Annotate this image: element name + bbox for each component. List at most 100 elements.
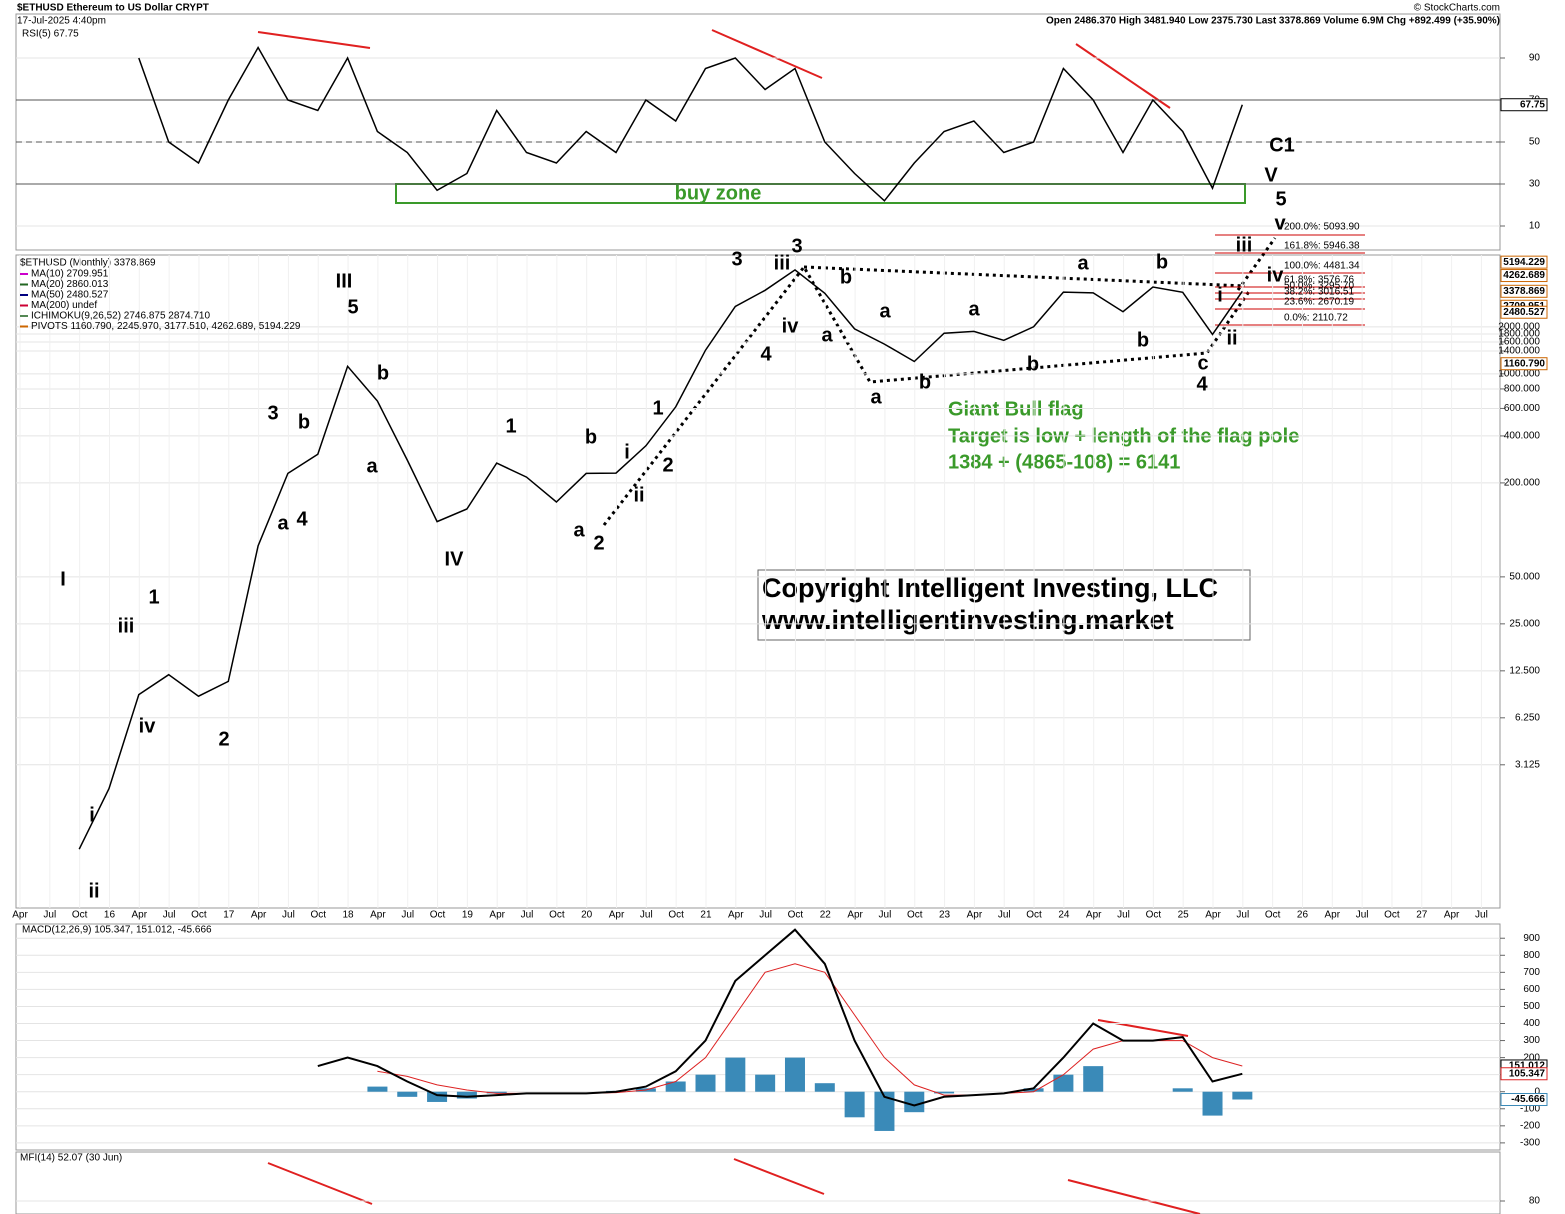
x-tick-label: 26: [1297, 910, 1309, 921]
x-tick-label: Apr: [1205, 910, 1221, 921]
wave-label: b: [1137, 329, 1149, 351]
x-tick-label: 18: [343, 910, 355, 921]
wave-label: iv: [1267, 264, 1285, 286]
wave-label: a: [879, 300, 891, 322]
histogram-bar: [904, 1091, 925, 1113]
y-tick-label: -200: [1520, 1120, 1540, 1131]
x-tick-label: Oct: [310, 910, 326, 921]
price-tag-label: 105.347: [1509, 1068, 1546, 1079]
legend-entry: MA(10) 2709.951: [31, 269, 109, 280]
y-tick-label: 6.250: [1515, 712, 1540, 723]
x-tick-label: Apr: [1325, 910, 1341, 921]
legend-entry: ICHIMOKU(9,26,52) 2746.875 2874.710: [31, 311, 210, 322]
x-tick-label: Oct: [549, 910, 565, 921]
wave-label: a: [366, 455, 378, 477]
y-tick-label: -100: [1520, 1103, 1540, 1114]
wave-label: v: [1274, 212, 1286, 234]
x-tick-label: Jul: [163, 910, 176, 921]
x-tick-label: 22: [820, 910, 832, 921]
x-tick-label: Jul: [1117, 910, 1130, 921]
price-tag-label: 151.012: [1509, 1061, 1546, 1072]
x-tick-label: Jul: [998, 910, 1011, 921]
x-tick-label: 20: [581, 910, 593, 921]
fib-lines: [1215, 234, 1365, 326]
y-tick-label: 800.000: [1504, 384, 1541, 395]
histogram-bar: [1202, 1091, 1223, 1116]
x-tick-label: Jul: [1356, 910, 1369, 921]
wave-label: ii: [633, 484, 644, 506]
wave-label: c: [1197, 352, 1208, 374]
fib-label: 23.6%: 2670.19: [1284, 297, 1354, 308]
x-tick-label: Apr: [1086, 910, 1102, 921]
date: 17-Jul-2025 4:40pm: [17, 16, 106, 27]
wave-label: 5: [347, 296, 358, 318]
legend-entry: MA(50) 2480.527: [31, 290, 109, 301]
y-tick-label: -300: [1520, 1138, 1540, 1149]
histogram-bar: [874, 1091, 895, 1131]
y-tick-label: 0: [1534, 1086, 1540, 1097]
x-tick-label: 23: [939, 910, 951, 921]
wave-label: a: [870, 386, 882, 408]
wave-label: ii: [88, 880, 99, 902]
wave-label: 3: [791, 235, 802, 257]
legend-entry: MA(20) 2860.013: [31, 279, 109, 290]
price-tag-label: 67.75: [1520, 99, 1545, 110]
wave-label: iii: [118, 615, 135, 637]
rsi-title: RSI(5) 67.75: [22, 29, 79, 40]
y-tick-label: 800: [1523, 950, 1540, 961]
wave-label: i: [1217, 284, 1223, 306]
wave-label: a: [968, 298, 980, 320]
histogram-bar: [456, 1091, 477, 1099]
y-tick-label: 600.000: [1504, 403, 1541, 414]
price-tag: [1500, 1067, 1548, 1081]
price-tag-label: 4262.689: [1503, 270, 1545, 281]
price-tag-label: 1160.790: [1504, 358, 1546, 369]
histogram-bar: [367, 1086, 388, 1092]
x-tick-label: 27: [1416, 910, 1428, 921]
histogram-bar: [1172, 1088, 1193, 1092]
price-tag: [1500, 305, 1548, 319]
buy-zone-box: [395, 183, 1246, 204]
wave-label: iv: [782, 315, 800, 337]
x-tick-label: 19: [462, 910, 474, 921]
histogram-bar: [725, 1057, 746, 1092]
y-tick-label: 10: [1529, 221, 1541, 232]
buy-zone-label: buy zone: [675, 182, 762, 204]
y-tick-label: 30: [1529, 179, 1541, 190]
x-tick-label: 16: [104, 910, 116, 921]
y-tick-label: 1800.000: [1498, 329, 1540, 340]
wave-label: b: [298, 411, 310, 433]
wave-label: 1: [652, 397, 663, 419]
wave-label: b: [585, 426, 597, 448]
wave-label: 3: [267, 402, 278, 424]
fib-label: 38.2%: 3016.51: [1284, 287, 1354, 298]
histogram-bar: [665, 1081, 686, 1092]
wave-label: 2: [593, 532, 604, 554]
x-tick-label: 24: [1058, 910, 1070, 921]
x-tick-label: Jul: [1236, 910, 1249, 921]
x-tick-label: Jul: [640, 910, 653, 921]
y-tick-label: 2000.000: [1498, 321, 1540, 332]
histogram-bar: [1083, 1066, 1104, 1092]
wave-label: IV: [445, 548, 465, 570]
wave-label: i: [624, 441, 630, 463]
fib-label: 161.8%: 5946.38: [1284, 241, 1360, 252]
histogram-bar: [814, 1083, 835, 1092]
y-tick-label: 12.500: [1509, 665, 1540, 676]
price-tag: [1500, 284, 1548, 298]
wave-label: I: [60, 568, 66, 590]
wave-label: iv: [139, 715, 157, 737]
mfi-title: MFI(14) 52.07 (30 Jun): [20, 1153, 122, 1164]
wave-label: iii: [774, 252, 791, 274]
histogram-bar: [486, 1091, 507, 1094]
x-tick-label: Jul: [879, 910, 892, 921]
price-tag: [1500, 269, 1548, 283]
fib-label: 0.0%: 2110.72: [1284, 313, 1348, 324]
signal-line: [377, 963, 1243, 1096]
flag-note: Giant Bull flag: [948, 398, 1084, 420]
wave-label: 1: [148, 586, 159, 608]
price-tag-label: 5194.229: [1503, 257, 1545, 268]
y-tick-label: 600: [1523, 984, 1540, 995]
x-tick-label: Oct: [191, 910, 207, 921]
wave-label: a: [277, 512, 289, 534]
